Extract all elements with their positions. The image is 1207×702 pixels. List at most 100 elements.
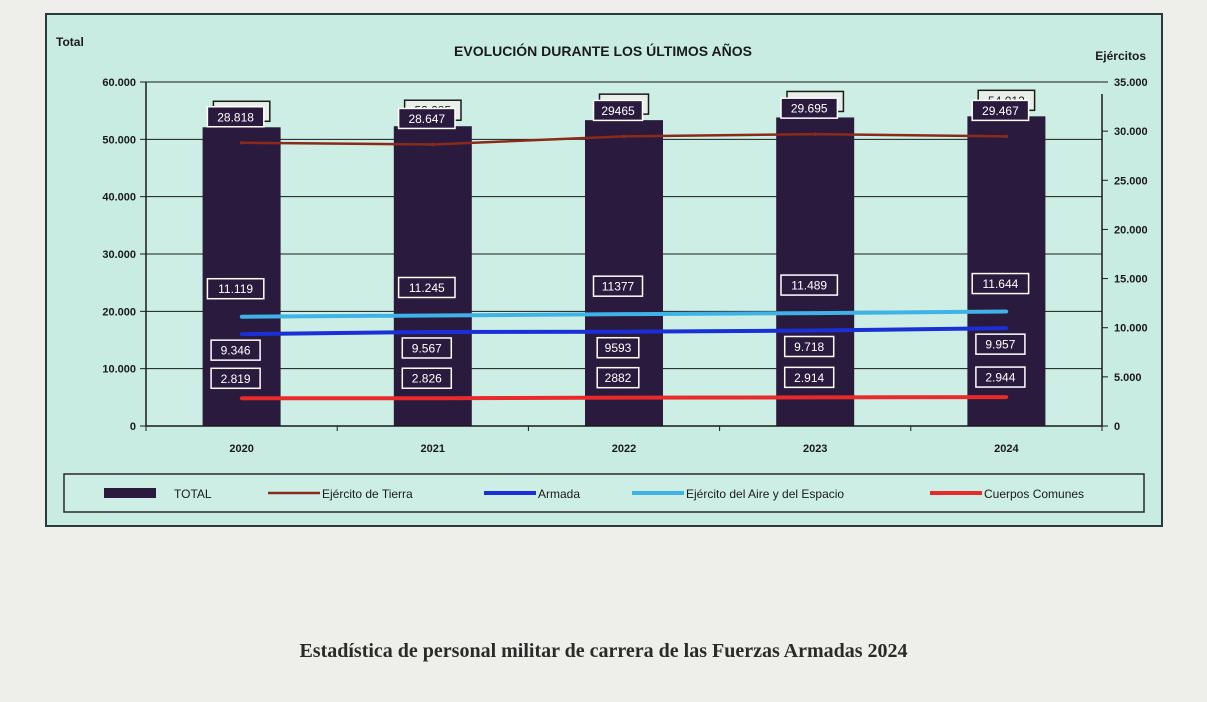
- data-label-ejercito-de-tierra: 28.647: [397, 107, 456, 130]
- y-tick-label: 50.000: [102, 134, 136, 146]
- point-armada: [1004, 326, 1009, 330]
- point-ejercito-de-tierra: [431, 142, 435, 147]
- data-label-ejercito-del-aire-y-del-espacio-text: 11.644: [982, 277, 1018, 291]
- point-cuerpos-comunes: [622, 395, 626, 400]
- data-label-armada: 9.567: [401, 337, 453, 359]
- point-ejercito-de-tierra: [813, 132, 817, 136]
- data-label-armada: 9.957: [975, 333, 1026, 355]
- data-label-cuerpos-comunes-text: 2882: [605, 371, 632, 385]
- point-ejercito-de-tierra: [1004, 134, 1009, 139]
- data-label-ejercito-del-aire-y-del-espacio-text: 11.489: [791, 279, 827, 293]
- data-label-armada: 9.718: [783, 335, 835, 358]
- point-armada: [622, 329, 626, 334]
- data-label-ejercito-de-tierra-box: [971, 99, 1030, 122]
- data-label-cuerpos-comunes-text: 2.826: [412, 372, 442, 386]
- data-label-ejercito-de-tierra-text: 29465: [601, 104, 635, 118]
- point-ejercito-del-aire-y-del-espacio: [431, 313, 435, 318]
- x-tick-label: 2021: [421, 443, 445, 455]
- data-label-armada-box: [401, 337, 453, 359]
- data-label-ejercito-del-aire-y-del-espacio-text: 11377: [602, 280, 635, 294]
- data-label-ejercito-de-tierra: 29.467: [971, 99, 1030, 122]
- data-label-cuerpos-comunes-box: [975, 366, 1026, 388]
- data-label-ejercito-del-aire-y-del-espacio: 11.644: [971, 272, 1030, 295]
- data-label-ejercito-del-aire-y-del-espacio-box: [206, 277, 265, 300]
- data-label-cuerpos-comunes-box: [783, 366, 835, 389]
- data-label-ejercito-de-tierra-text: 29.695: [791, 102, 828, 116]
- data-label-ejercito-de-tierra: 28.818: [206, 106, 265, 128]
- data-label-cuerpos-comunes-text: 2.914: [794, 371, 824, 385]
- data-label-cuerpos-comunes: 2.914: [783, 366, 835, 389]
- y2-tick-label: 10.000: [1114, 323, 1148, 335]
- data-label-ejercito-del-aire-y-del-espacio-box: [971, 272, 1030, 295]
- y2-tick-label: 15.000: [1114, 274, 1148, 286]
- y2-axis-label: Ejércitos: [1095, 49, 1146, 63]
- legend-item-total: TOTAL: [104, 487, 212, 501]
- figure-caption: Estadística de personal militar de carre…: [299, 640, 908, 662]
- data-label-ejercito-del-aire-y-del-espacio-box: [780, 274, 839, 296]
- data-label-ejercito-del-aire-y-del-espacio-text: 11.119: [218, 282, 253, 296]
- data-label-ejercito-de-tierra-text: 28.818: [217, 110, 254, 124]
- data-label-cuerpos-comunes: 2.819: [210, 367, 261, 390]
- data-label-ejercito-de-tierra-box: [592, 99, 644, 122]
- data-label-ejercito-de-tierra-box: [397, 107, 456, 130]
- y-tick-label: 60.000: [102, 77, 136, 89]
- legend-label: TOTAL: [174, 487, 212, 501]
- data-label-armada-text: 9.346: [221, 344, 251, 358]
- data-label-cuerpos-comunes: 2.944: [975, 366, 1026, 388]
- point-ejercito-de-tierra: [622, 134, 626, 139]
- data-label-armada-box: [210, 339, 261, 361]
- y-axis-label: Total: [56, 35, 84, 49]
- y2-tick-label: 5.000: [1114, 372, 1142, 384]
- legend-item-ejercito-del-aire-y-del-espacio: Ejército del Aire y del Espacio: [632, 487, 844, 501]
- data-label-ejercito-del-aire-y-del-espacio: 11377: [592, 275, 644, 297]
- point-armada: [239, 332, 244, 336]
- data-label-armada-text: 9.718: [794, 340, 824, 354]
- point-cuerpos-comunes: [813, 395, 817, 400]
- y-tick-label: 30.000: [102, 249, 136, 261]
- data-label-ejercito-del-aire-y-del-espacio: 11.489: [780, 274, 839, 296]
- data-label-cuerpos-comunes: 2.826: [401, 367, 453, 389]
- point-armada: [813, 328, 817, 333]
- data-label-armada-text: 9.567: [412, 341, 442, 355]
- data-label-armada-box: [783, 335, 835, 358]
- data-label-ejercito-del-aire-y-del-espacio-text: 11.245: [409, 281, 445, 295]
- data-label-cuerpos-comunes-text: 2.944: [985, 371, 1015, 385]
- y-tick-label: 10.000: [102, 364, 136, 376]
- data-label-armada-box: [975, 333, 1026, 355]
- data-label-ejercito-de-tierra-box: [206, 106, 265, 128]
- axes: 0 10.000 20.000 30.000 40.000 50.000 60.000 0 5.…: [102, 77, 1147, 455]
- legend-item-ejercito-de-tierra: Ejército de Tierra: [268, 487, 413, 501]
- y-tick-label: 20.000: [102, 306, 136, 318]
- point-ejercito-del-aire-y-del-espacio: [813, 311, 817, 315]
- y-tick-label: 0: [130, 421, 136, 433]
- x-tick-label: 2022: [612, 443, 636, 455]
- point-cuerpos-comunes: [431, 396, 435, 401]
- legend-label: Armada: [538, 487, 580, 501]
- point-armada: [431, 330, 435, 334]
- point-ejercito-del-aire-y-del-espacio: [622, 312, 626, 316]
- data-label-armada-text: 9.957: [985, 338, 1015, 352]
- data-label-cuerpos-comunes-box: [210, 367, 261, 390]
- data-label-ejercito-del-aire-y-del-espacio-box: [397, 276, 456, 299]
- chart-title: EVOLUCIÓN DURANTE LOS ÚLTIMOS AÑOS: [454, 42, 752, 59]
- point-ejercito-del-aire-y-del-espacio: [239, 314, 244, 319]
- data-label-ejercito-de-tierra: 29.695: [780, 97, 839, 119]
- data-label-ejercito-del-aire-y-del-espacio-box: [592, 275, 644, 297]
- point-cuerpos-comunes: [239, 396, 244, 401]
- legend-item-cuerpos-comunes: Cuerpos Comunes: [930, 487, 1084, 501]
- x-tick-label: 2023: [803, 443, 827, 455]
- data-label-armada: 9593: [596, 336, 640, 359]
- y2-tick-label: 30.000: [1114, 126, 1148, 138]
- data-label-cuerpos-comunes-box: [596, 366, 640, 389]
- legend-label: Cuerpos Comunes: [984, 487, 1084, 501]
- legend-label: Ejército de Tierra: [322, 487, 413, 501]
- data-label-ejercito-del-aire-y-del-espacio: 11.245: [397, 276, 456, 299]
- data-label-ejercito-de-tierra: 29465: [592, 99, 644, 122]
- legend-swatch: [104, 488, 156, 498]
- point-ejercito-del-aire-y-del-espacio: [1004, 309, 1009, 314]
- legend-label: Ejército del Aire y del Espacio: [686, 487, 844, 501]
- data-label-armada-box: [596, 336, 640, 359]
- data-label-ejercito-de-tierra-box: [780, 97, 839, 119]
- y2-tick-label: 0: [1114, 421, 1120, 433]
